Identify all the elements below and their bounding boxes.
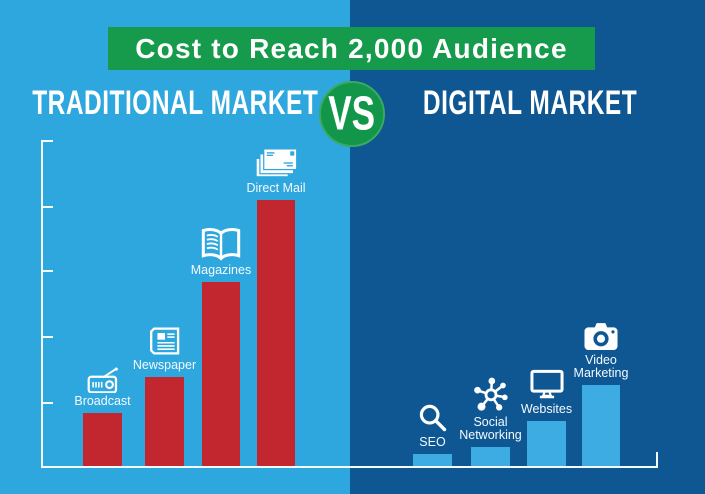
- bar-label: Broadcast: [74, 394, 131, 408]
- monitor-icon: [529, 369, 564, 399]
- y-axis-tick: [41, 336, 53, 338]
- magazine-icon: [201, 227, 241, 261]
- title-banner: Cost to Reach 2,000 Audience: [108, 27, 595, 70]
- newspaper-icon: [149, 327, 179, 355]
- bar-label: Websites: [520, 402, 573, 416]
- bar-social-networking: [471, 447, 510, 468]
- bar-broadcast: [83, 413, 122, 468]
- bar-group-broadcast: Broadcast: [74, 367, 131, 468]
- bar-group-video-marketing: Video Marketing: [574, 323, 628, 468]
- bar-cap-broadcast: Broadcast: [55, 367, 151, 413]
- bar-cap-newspaper: Newspaper: [117, 325, 213, 377]
- x-axis-end-tick: [656, 452, 658, 468]
- bar-label: Video Marketing: [573, 353, 629, 380]
- camera-icon: [584, 323, 618, 351]
- bar-seo: [413, 454, 452, 468]
- bar-cap-social-networking: Social Networking: [452, 374, 530, 447]
- y-axis-line: [41, 140, 43, 468]
- bar-websites: [527, 421, 566, 468]
- mail-stack-icon: [255, 148, 298, 178]
- traditional-market-heading: TRADITIONAL MARKET: [0, 84, 350, 122]
- bar-cap-websites: Websites: [499, 367, 595, 421]
- search-icon: [419, 404, 446, 432]
- bar-group-seo: SEO: [413, 404, 452, 468]
- bar-label: SEO: [419, 435, 446, 449]
- page-title: Cost to Reach 2,000 Audience: [135, 33, 568, 64]
- y-axis-tick: [41, 270, 53, 272]
- bar-direct-mail: [257, 200, 295, 468]
- bar-newspaper: [145, 377, 184, 468]
- bar-group-magazines: Magazines: [191, 227, 251, 468]
- bar-label: Direct Mail: [246, 181, 306, 195]
- bar-cap-direct-mail: Direct Mail: [228, 146, 324, 200]
- bar-cap-magazines: Magazines: [173, 226, 269, 282]
- bar-group-social-networking: Social Networking: [459, 377, 522, 468]
- bar-label: Social Networking: [459, 415, 522, 442]
- bar-magazines: [202, 282, 240, 468]
- network-icon: [473, 377, 508, 411]
- bar-cap-seo: SEO: [385, 402, 481, 454]
- bar-group-direct-mail: Direct Mail: [246, 148, 306, 468]
- digital-market-heading: DIGITAL MARKET: [355, 84, 705, 122]
- y-axis-tick: [41, 140, 53, 142]
- vs-badge: VS: [319, 81, 385, 147]
- traditional-market-heading-text: TRADITIONAL MARKET: [31, 84, 319, 123]
- bar-cap-video-marketing: Video Marketing: [562, 318, 640, 385]
- bar-group-newspaper: Newspaper: [133, 327, 196, 468]
- vs-badge-text: VS: [328, 86, 376, 140]
- digital-market-heading-text: DIGITAL MARKET: [422, 84, 638, 123]
- digital-market-panel: [350, 0, 705, 494]
- bar-video-marketing: [582, 385, 620, 468]
- y-axis-tick: [41, 206, 53, 208]
- x-axis-line: [41, 466, 658, 468]
- bar-label: Magazines: [190, 263, 252, 277]
- bar-group-websites: Websites: [521, 369, 572, 468]
- y-axis-tick: [41, 402, 53, 404]
- bar-label: Newspaper: [132, 358, 197, 372]
- radio-icon: [87, 367, 118, 393]
